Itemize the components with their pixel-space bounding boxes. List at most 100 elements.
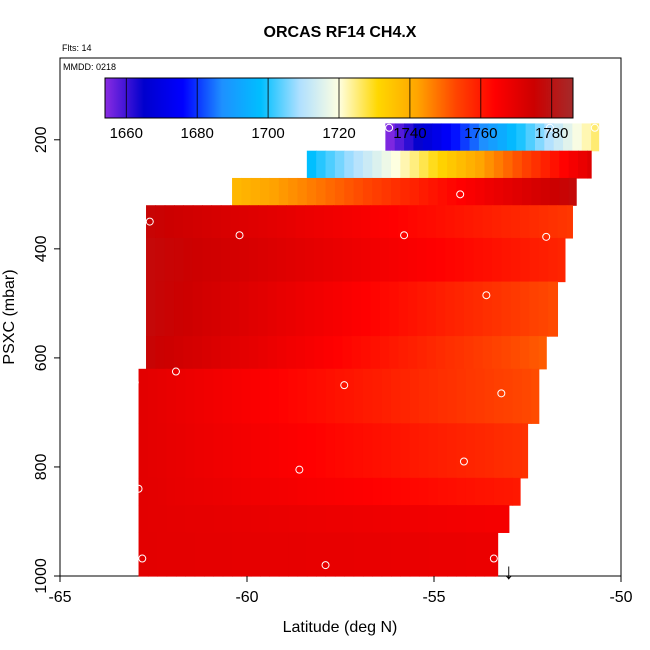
heatmap-cell <box>381 177 392 206</box>
heatmap-cell <box>241 177 252 206</box>
heatmap-cell <box>529 205 540 239</box>
heatmap-cell <box>164 205 175 239</box>
heatmap-cell <box>512 423 523 479</box>
sample-point-marker <box>400 231 409 240</box>
heatmap-cell <box>473 281 484 337</box>
heatmap-cell <box>304 205 315 239</box>
heatmap-cell <box>493 477 504 506</box>
heatmap-cell <box>463 336 474 370</box>
heatmap-cell <box>581 123 592 152</box>
heatmap-cell <box>503 150 514 179</box>
heatmap-cell <box>286 281 297 337</box>
heatmap-cell <box>155 336 166 370</box>
heatmap-cell <box>475 532 486 577</box>
heatmap-cell <box>267 336 278 370</box>
heatmap-cell <box>295 237 306 283</box>
heatmap-cell <box>538 336 547 370</box>
heatmap-cell <box>400 532 411 577</box>
heatmap-cell <box>174 281 185 337</box>
heatmap-cell <box>389 205 400 239</box>
heatmap-cell <box>333 205 343 239</box>
sample-point-marker <box>456 190 465 199</box>
heatmap-cell <box>428 532 439 577</box>
heatmap-cell <box>232 505 242 533</box>
heatmap-cell <box>276 281 287 337</box>
colorbar-tick-label: 1720 <box>322 125 355 142</box>
heatmap-cell <box>398 281 409 337</box>
heatmap-cell <box>491 205 502 239</box>
heatmap-cell <box>432 123 443 152</box>
heatmap-cell <box>147 505 158 533</box>
heatmap-cell <box>484 368 495 424</box>
heatmap-cell <box>325 505 336 533</box>
sample-point-marker <box>235 231 244 240</box>
sample-point-marker <box>295 465 304 474</box>
heatmap-cell <box>194 423 205 479</box>
heatmap-cell <box>213 477 224 506</box>
heatmap-cell <box>409 150 420 179</box>
heatmap-cell <box>521 368 532 424</box>
heatmap-cell <box>362 368 373 424</box>
heatmap-cell <box>456 177 467 206</box>
heatmap-cell <box>370 237 381 283</box>
heatmap-cell <box>361 281 372 337</box>
heatmap-cell <box>456 477 467 506</box>
heatmap-cell <box>510 336 521 370</box>
heatmap-cell <box>531 177 542 206</box>
heatmap-cell <box>370 205 381 239</box>
heatmap-cell <box>484 477 495 506</box>
heatmap-cell <box>506 123 517 152</box>
heatmap-cell <box>469 123 480 152</box>
heatmap-cell <box>488 123 499 152</box>
heatmap-cell <box>379 205 390 239</box>
heatmap-cell <box>475 150 486 179</box>
heatmap-cell <box>456 423 467 479</box>
heatmap-cell <box>232 423 242 479</box>
heatmap-cell <box>248 336 259 370</box>
heatmap-cell <box>232 368 242 424</box>
heatmap-cell <box>379 336 390 370</box>
heatmap-cell <box>491 336 502 370</box>
heatmap-cell <box>211 336 222 370</box>
heatmap-cell <box>362 532 373 577</box>
sample-point-marker <box>590 123 599 132</box>
heatmap-cell <box>334 532 345 577</box>
heatmap-cell <box>230 205 241 239</box>
heatmap-cell <box>450 123 461 152</box>
heatmap-cell <box>211 237 222 283</box>
heatmap-cell <box>304 336 315 370</box>
heatmap-cell <box>157 423 168 479</box>
heatmap-cell <box>344 150 355 179</box>
heatmap-cell <box>563 123 573 152</box>
heatmap-cell <box>334 177 345 206</box>
heatmap-cell <box>473 237 484 283</box>
heatmap-cell <box>278 532 289 577</box>
heatmap-cell <box>400 505 411 533</box>
heatmap-cell <box>445 205 456 239</box>
heatmap-cell <box>138 505 149 533</box>
heatmap-cell <box>192 237 203 283</box>
heatmap-cell <box>407 205 418 239</box>
heatmap-cell <box>362 150 373 179</box>
heatmap-cell <box>213 532 224 577</box>
heatmap-cell <box>428 423 439 479</box>
heatmap-cell <box>398 205 409 239</box>
y-axis-label: PSXC (mbar) <box>1 269 18 364</box>
heatmap-cell <box>372 423 383 479</box>
colorbar-tick-label: 1680 <box>180 125 213 142</box>
heatmap-cell <box>260 423 271 479</box>
heatmap-cell <box>510 237 521 283</box>
heatmap-cell <box>278 505 289 533</box>
heatmap-cell <box>362 423 373 479</box>
heatmap-cell <box>437 177 448 206</box>
heatmap-cell <box>465 150 476 179</box>
heatmap-cell <box>166 505 177 533</box>
heatmap-cell <box>529 336 540 370</box>
heatmap-cell <box>447 532 458 577</box>
heatmap-cell <box>372 532 383 577</box>
heatmap-cell <box>394 123 405 152</box>
heatmap-cell <box>155 237 166 283</box>
heatmap-cell <box>441 123 452 152</box>
heatmap-cell <box>503 177 514 206</box>
